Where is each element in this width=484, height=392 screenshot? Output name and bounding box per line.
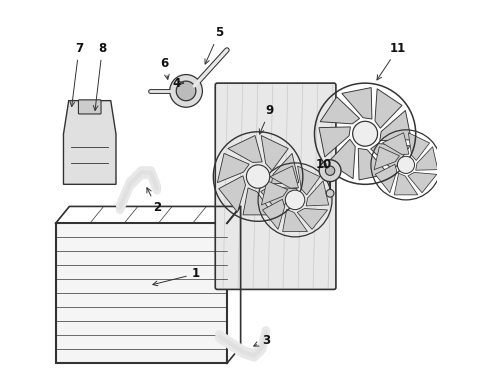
Circle shape xyxy=(318,160,340,181)
Circle shape xyxy=(326,189,333,197)
Circle shape xyxy=(246,165,269,188)
FancyBboxPatch shape xyxy=(78,100,101,114)
Polygon shape xyxy=(381,133,408,154)
Polygon shape xyxy=(415,147,437,170)
Text: 9: 9 xyxy=(259,104,273,134)
Polygon shape xyxy=(217,153,249,183)
Polygon shape xyxy=(328,139,354,179)
Polygon shape xyxy=(63,101,116,184)
Polygon shape xyxy=(305,181,328,206)
Polygon shape xyxy=(379,111,410,141)
Polygon shape xyxy=(260,136,287,171)
Polygon shape xyxy=(393,173,417,195)
Text: 2: 2 xyxy=(147,188,161,214)
Polygon shape xyxy=(260,187,297,212)
Polygon shape xyxy=(375,164,396,193)
Polygon shape xyxy=(218,176,245,212)
Polygon shape xyxy=(341,87,371,119)
Text: 8: 8 xyxy=(93,42,106,111)
Polygon shape xyxy=(282,209,307,232)
Text: 5: 5 xyxy=(204,26,223,64)
Circle shape xyxy=(352,121,377,146)
Polygon shape xyxy=(370,143,409,171)
Circle shape xyxy=(285,190,304,210)
Text: 6: 6 xyxy=(160,57,169,79)
Circle shape xyxy=(169,74,202,107)
Text: 1: 1 xyxy=(152,267,199,286)
Polygon shape xyxy=(262,199,284,229)
FancyBboxPatch shape xyxy=(215,83,335,289)
Text: 10: 10 xyxy=(316,158,332,171)
Polygon shape xyxy=(271,153,298,184)
Polygon shape xyxy=(408,133,429,161)
Polygon shape xyxy=(407,172,436,193)
Polygon shape xyxy=(373,147,399,170)
Circle shape xyxy=(396,156,414,173)
Polygon shape xyxy=(297,166,319,195)
FancyBboxPatch shape xyxy=(56,223,227,363)
Text: 7: 7 xyxy=(70,42,83,107)
Text: 3: 3 xyxy=(253,334,270,347)
Polygon shape xyxy=(242,188,272,215)
Polygon shape xyxy=(227,136,262,162)
Circle shape xyxy=(325,166,334,175)
Polygon shape xyxy=(270,166,298,188)
Polygon shape xyxy=(318,127,350,157)
Polygon shape xyxy=(358,149,388,180)
Text: 4: 4 xyxy=(172,76,183,90)
Polygon shape xyxy=(297,209,327,229)
Polygon shape xyxy=(374,89,401,128)
Polygon shape xyxy=(319,97,359,124)
Text: 11: 11 xyxy=(376,42,406,80)
Circle shape xyxy=(176,81,196,101)
Polygon shape xyxy=(261,181,287,205)
